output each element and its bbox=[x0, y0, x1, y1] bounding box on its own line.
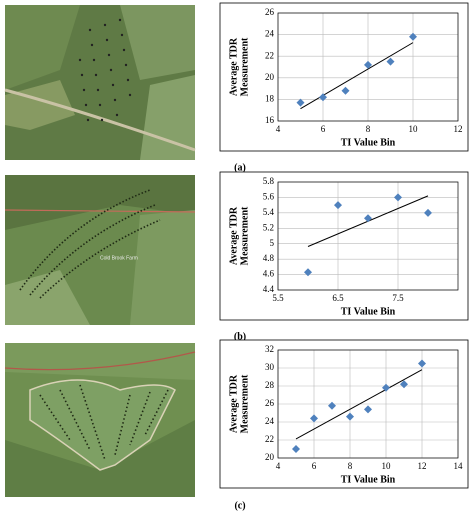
x-tick-label: 10 bbox=[382, 461, 392, 471]
data-point bbox=[382, 383, 390, 392]
data-point bbox=[341, 86, 350, 95]
data-point bbox=[310, 414, 318, 423]
y-axis-label: Average TDR bbox=[228, 206, 239, 265]
y-tick-label: 22 bbox=[265, 50, 274, 60]
x-tick-label: 8 bbox=[348, 461, 353, 471]
y-tick-label: 5.2 bbox=[263, 222, 274, 232]
y-tick-label: 28 bbox=[265, 380, 275, 390]
y-tick-label: 16 bbox=[265, 115, 275, 125]
x-tick-label: 7.5 bbox=[392, 293, 404, 303]
y-tick-label: 24 bbox=[265, 416, 275, 426]
y-axis-label: Measurement bbox=[239, 206, 250, 265]
y-axis-label: Average TDR bbox=[228, 37, 239, 96]
x-tick-label: 10 bbox=[409, 124, 419, 134]
y-tick-label: 5.6 bbox=[263, 191, 275, 201]
data-point bbox=[334, 201, 342, 210]
data-point bbox=[328, 401, 336, 410]
data-point bbox=[386, 57, 395, 66]
map-label: Cold Brook Farm bbox=[100, 255, 138, 261]
data-point bbox=[364, 405, 372, 414]
chart-frame bbox=[219, 339, 469, 489]
x-tick-label: 8 bbox=[366, 124, 371, 134]
y-tick-label: 5.8 bbox=[263, 176, 275, 186]
y-tick-label: 24 bbox=[265, 29, 275, 39]
data-point bbox=[418, 359, 426, 368]
trendline bbox=[295, 369, 423, 440]
x-tick-label: 4 bbox=[276, 124, 281, 134]
x-tick-label: 5.5 bbox=[272, 293, 284, 303]
y-tick-label: 22 bbox=[265, 434, 274, 444]
y-tick-label: 4.4 bbox=[263, 284, 275, 294]
plot-area bbox=[277, 181, 459, 291]
x-axis-label: TI Value Bin bbox=[341, 137, 396, 148]
y-tick-label: 26 bbox=[265, 7, 275, 17]
y-axis-label: Measurement bbox=[239, 37, 250, 96]
data-point bbox=[400, 380, 408, 389]
data-point bbox=[394, 193, 402, 202]
aerial-image bbox=[4, 343, 196, 497]
chart-frame bbox=[219, 171, 469, 321]
panel-label: (b) bbox=[234, 331, 246, 342]
data-point bbox=[424, 208, 432, 217]
y-tick-label: 26 bbox=[265, 398, 275, 408]
panel-label: (a) bbox=[234, 162, 246, 173]
data-point bbox=[296, 98, 305, 107]
y-tick-label: 5.4 bbox=[263, 207, 275, 217]
aerial-image bbox=[4, 5, 196, 160]
data-point bbox=[319, 93, 327, 102]
y-tick-label: 18 bbox=[265, 93, 275, 103]
x-tick-label: 4 bbox=[276, 461, 281, 471]
panel-label: (c) bbox=[234, 500, 245, 511]
y-tick-label: 32 bbox=[265, 344, 274, 354]
x-tick-label: 6.5 bbox=[332, 293, 344, 303]
y-tick-label: 30 bbox=[265, 362, 275, 372]
x-axis-label: TI Value Bin bbox=[341, 474, 396, 485]
x-tick-label: 6 bbox=[312, 461, 317, 471]
plot-area bbox=[277, 12, 459, 122]
data-point bbox=[409, 32, 417, 41]
y-axis-label: Measurement bbox=[239, 374, 250, 433]
x-axis-label: TI Value Bin bbox=[341, 306, 396, 317]
data-point bbox=[364, 60, 372, 69]
x-tick-label: 12 bbox=[454, 124, 463, 134]
data-point bbox=[364, 214, 372, 223]
plot-area bbox=[277, 349, 459, 459]
x-tick-label: 14 bbox=[454, 461, 464, 471]
y-tick-label: 4.8 bbox=[263, 253, 275, 263]
y-tick-label: 4.6 bbox=[263, 269, 275, 279]
y-tick-label: 20 bbox=[265, 452, 275, 462]
y-tick-label: 5 bbox=[270, 238, 275, 248]
y-tick-label: 20 bbox=[265, 72, 275, 82]
trendline bbox=[300, 42, 414, 110]
y-axis-label: Average TDR bbox=[228, 374, 239, 433]
x-tick-label: 6 bbox=[321, 124, 326, 134]
aerial-image: Cold Brook Farm bbox=[4, 175, 196, 325]
data-point bbox=[346, 412, 354, 421]
chart-frame bbox=[219, 2, 469, 152]
x-tick-label: 12 bbox=[418, 461, 427, 471]
data-point bbox=[304, 268, 312, 277]
data-point bbox=[292, 445, 300, 453]
